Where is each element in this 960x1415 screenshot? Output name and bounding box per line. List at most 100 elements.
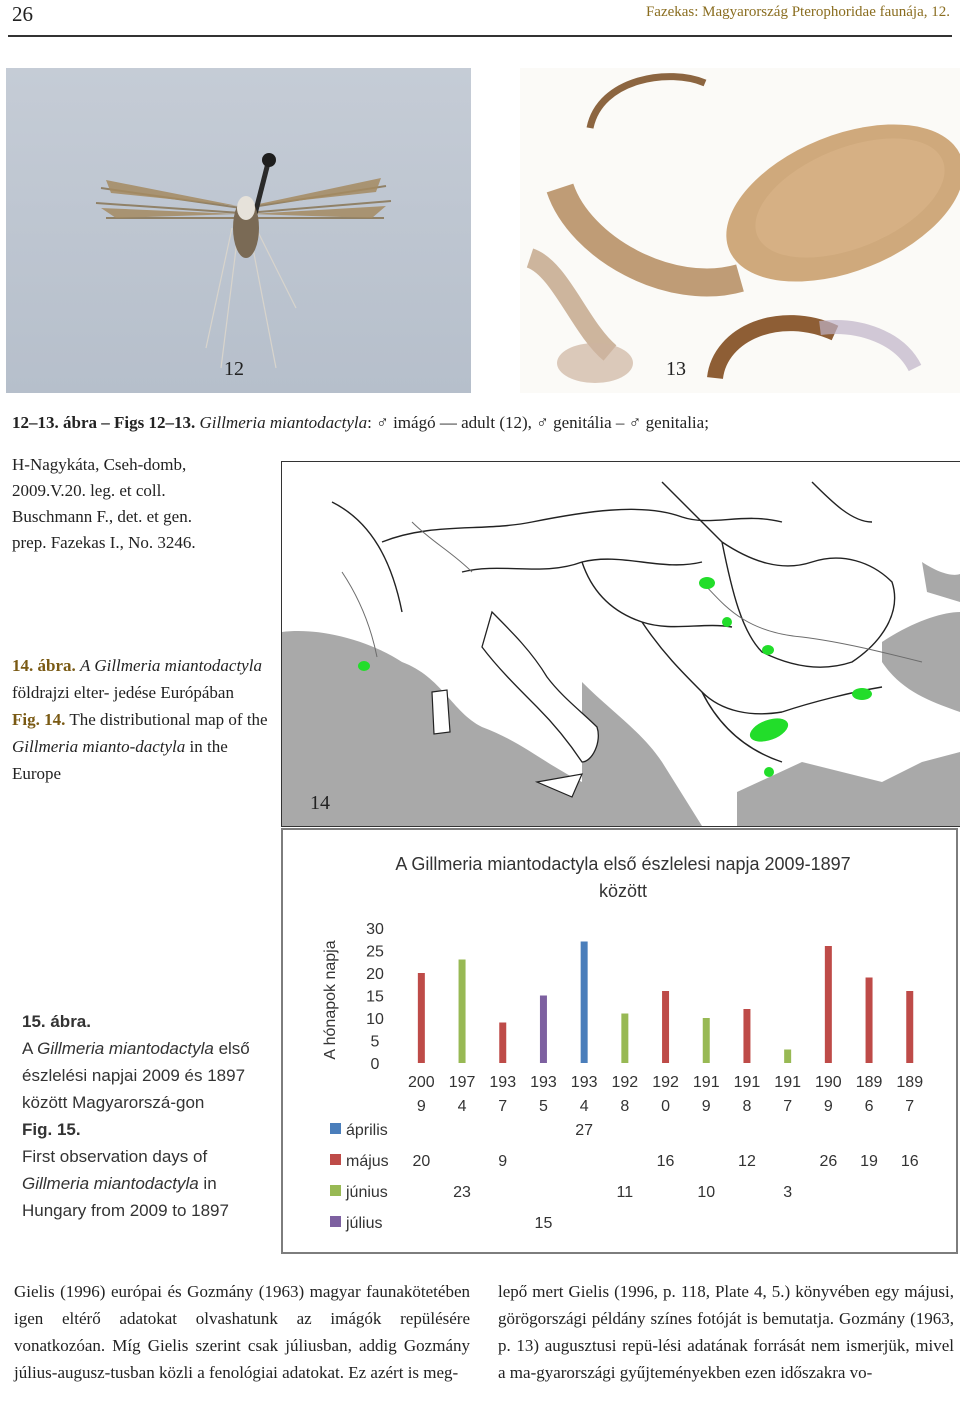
bar-chart: A Gillmeria miantodactyla első észlelesi… (322, 854, 923, 1232)
figure-15-caption: 15. ábra. A Gillmeria miantodactyla első… (22, 1008, 272, 1224)
caption-14-text: földrajzi elter- (12, 683, 110, 702)
caption-lead: 12–13. ábra – Figs 12–13. (12, 413, 196, 432)
specimen-line: 2009.V.20. leg. et coll. (12, 481, 166, 500)
page-number: 26 (12, 2, 33, 26)
x-tick-label: 6 (865, 1098, 874, 1115)
body-text-right-column: lepő mert Gielis (1996, p. 118, Plate 4,… (498, 1282, 954, 1382)
x-tick-label: 9 (417, 1098, 426, 1115)
legend-label: május (346, 1153, 389, 1170)
distribution-points (358, 577, 872, 777)
y-tick-label: 30 (366, 921, 384, 938)
legend-swatch (330, 1154, 341, 1165)
y-tick-label: 5 (371, 1034, 380, 1051)
caption-15-lead: 15. ábra. (22, 1012, 91, 1031)
x-tick-label: 193 (530, 1074, 557, 1091)
specimen-line: Buschmann F., det. et gen. (12, 507, 192, 526)
caption-15-en-text: First observation days of (22, 1147, 208, 1166)
x-tick-label: 4 (580, 1098, 589, 1115)
y-tick-label: 10 (366, 1011, 384, 1028)
x-labels: 200 9 197 4 193 7 193 5 193 4 192 8 192 0 191 9 191 8 191 7… (408, 1074, 923, 1115)
specimen-line: prep. Fazekas I., No. 3246. (12, 533, 196, 552)
genitalia-illustration (525, 73, 960, 383)
table-value: 16 (901, 1153, 919, 1170)
caption-14-text: jedése Európában (113, 683, 234, 702)
specimen-line: H-Nagykáta, Cseh-domb, (12, 455, 187, 474)
genitalia-photo: 13 (520, 68, 960, 393)
x-tick-label: 8 (742, 1098, 751, 1115)
caption-species: Gillmeria miantodactyla (199, 413, 368, 432)
caption-15-en-species: Gillmeria miantodactyla (22, 1174, 199, 1193)
x-tick-label: 9 (824, 1098, 833, 1115)
bar (906, 991, 914, 1063)
legend-label: július (345, 1215, 382, 1232)
y-tick-label: 20 (366, 966, 384, 983)
x-tick-label: 9 (702, 1098, 711, 1115)
x-tick-label: 4 (458, 1098, 467, 1115)
bar (417, 973, 425, 1063)
data-table: április 27 május 20 9 16 12 26 19 16 június 23 11 10 3… (330, 1122, 919, 1232)
chart-title-line2: között (599, 881, 647, 901)
bar (539, 995, 547, 1063)
legend-label: április (346, 1122, 388, 1139)
caption-15-species: Gillmeria miantodactyla (37, 1039, 214, 1058)
table-value: 20 (412, 1153, 430, 1170)
y-tick-label: 15 (366, 989, 384, 1006)
legend-swatch (330, 1185, 341, 1196)
caption-14-species: A Gillmeria miantodactyla (80, 656, 262, 675)
table-value: 16 (657, 1153, 675, 1170)
y-ticks: 30 25 20 15 10 5 0 (366, 921, 384, 1073)
bar (865, 977, 873, 1063)
y-tick-label: 0 (371, 1056, 380, 1073)
bar (580, 941, 588, 1063)
table-value: 19 (860, 1153, 878, 1170)
y-tick-label: 25 (366, 944, 384, 961)
caption-14-en-lead: Fig. 14. (12, 710, 66, 729)
bar (824, 946, 832, 1063)
x-tick-label: 190 (815, 1074, 842, 1091)
bar (499, 1022, 507, 1063)
moth-illustration (95, 153, 392, 369)
caption-15-prefix: A (22, 1039, 33, 1058)
legend-label: június (345, 1184, 388, 1201)
bar (743, 1009, 751, 1063)
caption-14-lead: 14. ábra. (12, 656, 76, 675)
caption-15-text: első észlelési napjai 2009 és 1897 közöt… (22, 1039, 250, 1112)
bar (702, 1018, 710, 1063)
x-tick-label: 8 (620, 1098, 629, 1115)
bar (784, 1049, 792, 1063)
header-divider (8, 35, 952, 37)
caption-14-en-text: The distributional map of the (69, 710, 268, 729)
table-value: 12 (738, 1153, 756, 1170)
x-tick-label: 7 (498, 1098, 507, 1115)
table-value: 9 (498, 1153, 507, 1170)
table-value: 27 (575, 1122, 593, 1139)
figure-14-label: 14 (310, 792, 330, 814)
bar (662, 991, 670, 1063)
body-text-left-column: Gielis (1996) európai és Gozmány (1963) … (14, 1282, 470, 1382)
bar (458, 959, 466, 1063)
table-value: 23 (453, 1184, 471, 1201)
x-tick-label: 191 (734, 1074, 761, 1091)
table-value: 10 (697, 1184, 715, 1201)
x-tick-label: 193 (489, 1074, 516, 1091)
europe-map (282, 462, 960, 826)
figure-12-13-caption: 12–13. ábra – Figs 12–13. Gillmeria mian… (12, 413, 709, 433)
caption-15-en-lead: Fig. 15. (22, 1120, 81, 1139)
figure-13-label: 13 (666, 358, 686, 380)
x-tick-label: 192 (652, 1074, 679, 1091)
x-tick-label: 193 (571, 1074, 598, 1091)
caption-rest: : ♂ imágó — adult (12), ♂ genitália – ♂ … (367, 413, 709, 432)
x-tick-label: 191 (774, 1074, 801, 1091)
x-tick-label: 0 (661, 1098, 670, 1115)
x-tick-label: 7 (783, 1098, 792, 1115)
y-axis-label: A hónapok napja (322, 940, 339, 1059)
x-tick-label: 191 (693, 1074, 720, 1091)
chart-title-line1: A Gillmeria miantodactyla első észlelesi… (395, 854, 850, 874)
x-tick-label: 5 (539, 1098, 548, 1115)
table-value: 11 (617, 1184, 634, 1201)
first-observation-chart: A Gillmeria miantodactyla első észlelesi… (281, 828, 958, 1254)
x-tick-label: 200 (408, 1074, 435, 1091)
specimen-data: H-Nagykáta, Cseh-domb, 2009.V.20. leg. e… (12, 452, 262, 556)
table-value: 3 (783, 1184, 792, 1201)
table-value: 26 (819, 1153, 837, 1170)
